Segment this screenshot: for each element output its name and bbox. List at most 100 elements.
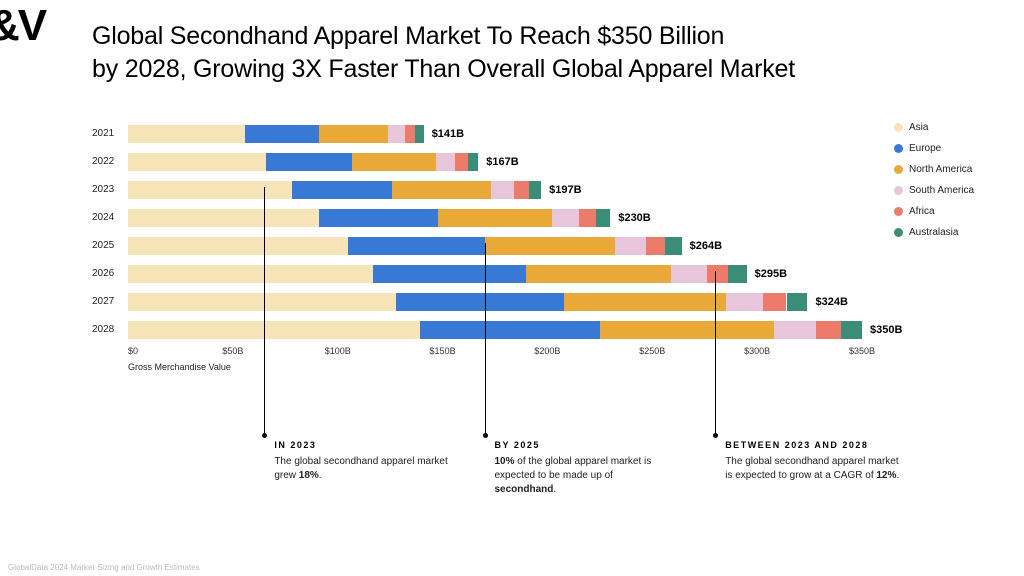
legend-label: North America — [909, 164, 972, 175]
year-label: 2023 — [92, 184, 128, 195]
bar-segment — [292, 181, 393, 199]
year-label: 2022 — [92, 156, 128, 167]
callout: BY 2025 10% of the global apparel market … — [495, 440, 675, 497]
bar-segment — [436, 153, 455, 171]
bar-segment — [615, 237, 646, 255]
bar-total-label: $197B — [541, 181, 581, 199]
bar-segment — [348, 237, 484, 255]
chart-row: 2025 $264B — [92, 234, 862, 257]
chart-row: 2026$295B — [92, 262, 862, 285]
bar-segment — [787, 293, 808, 311]
bar-segment — [726, 293, 764, 311]
legend-swatch — [894, 144, 903, 153]
bar-segment — [128, 293, 396, 311]
bar-track: $141B — [128, 125, 862, 143]
bar-total-label: $264B — [682, 237, 722, 255]
legend-item: South America — [894, 185, 1004, 196]
bar-segment — [491, 181, 514, 199]
legend-swatch — [894, 165, 903, 174]
year-label: 2024 — [92, 212, 128, 223]
bar-segment — [266, 153, 352, 171]
bar-segment — [415, 125, 423, 143]
bar-track: $264B — [128, 237, 862, 255]
legend-item: Africa — [894, 206, 1004, 217]
bar-total-label: $350B — [862, 321, 902, 339]
bar-segment — [455, 153, 468, 171]
page-title: Global Secondhand Apparel Market To Reac… — [92, 20, 795, 85]
bar-segment — [728, 265, 747, 283]
year-label: 2028 — [92, 324, 128, 335]
bar-segment — [128, 125, 245, 143]
bar-segment — [529, 181, 542, 199]
bar-segment — [405, 125, 415, 143]
legend: Asia Europe North America South America Afri… — [894, 122, 1004, 248]
callout-head: BETWEEN 2023 AND 2028 — [725, 440, 905, 450]
bar-total-label: $324B — [807, 293, 847, 311]
legend-item: Europe — [894, 143, 1004, 154]
bar-segment — [774, 321, 816, 339]
legend-label: Australasia — [909, 227, 958, 238]
callout-dot — [262, 433, 267, 438]
bar-segment — [245, 125, 318, 143]
bar-segment — [128, 321, 420, 339]
chart-row: 2023 $197B — [92, 178, 862, 201]
bar-segment — [646, 237, 665, 255]
legend-swatch — [894, 228, 903, 237]
callout-body: 10% of the global apparel market is expe… — [495, 455, 675, 497]
bar-segment — [596, 209, 611, 227]
callout-dot — [483, 433, 488, 438]
chart-row: 2022 $167B — [92, 150, 862, 173]
legend-item: Asia — [894, 122, 1004, 133]
legend-swatch — [894, 123, 903, 132]
brand-logo: &V — [0, 4, 45, 48]
bar-segment — [128, 153, 266, 171]
callout-body: The global secondhand apparel market is … — [725, 455, 905, 483]
callouts: IN 2023The global secondhand apparel mar… — [128, 345, 862, 545]
year-label: 2021 — [92, 128, 128, 139]
bar-segment — [579, 209, 596, 227]
bar-segment — [671, 265, 707, 283]
callout-line — [485, 243, 486, 435]
bar-segment — [707, 265, 728, 283]
bar-segment — [128, 237, 348, 255]
legend-swatch — [894, 207, 903, 216]
callout: IN 2023The global secondhand apparel mar… — [274, 440, 454, 483]
legend-label: Asia — [909, 122, 928, 133]
bar-segment — [319, 209, 439, 227]
bar-segment — [373, 265, 526, 283]
bar-total-label: $141B — [424, 125, 464, 143]
bar-segment — [128, 209, 319, 227]
bar-segment — [388, 125, 405, 143]
bar-segment — [468, 153, 478, 171]
bar-segment — [564, 293, 725, 311]
bar-segment — [526, 265, 671, 283]
year-label: 2025 — [92, 240, 128, 251]
bar-segment — [438, 209, 551, 227]
legend-label: Europe — [909, 143, 941, 154]
bar-segment — [392, 181, 491, 199]
title-line-2: by 2028, Growing 3X Faster Than Overall … — [92, 55, 795, 83]
title-line-1: Global Secondhand Apparel Market To Reac… — [92, 22, 724, 50]
bar-segment — [763, 293, 786, 311]
bar-track: $230B — [128, 209, 862, 227]
chart-row: 2028$350B — [92, 318, 862, 341]
callout-head: BY 2025 — [495, 440, 675, 450]
bar-total-label: $167B — [478, 153, 518, 171]
year-label: 2027 — [92, 296, 128, 307]
legend-item: North America — [894, 164, 1004, 175]
year-label: 2026 — [92, 268, 128, 279]
chart-row: 2021 $141B — [92, 122, 862, 145]
bar-track: $197B — [128, 181, 862, 199]
bar-segment — [128, 181, 292, 199]
callout-body: The global secondhand apparel market gre… — [274, 455, 454, 483]
chart-row: 2024 $230B — [92, 206, 862, 229]
bar-segment — [552, 209, 579, 227]
legend-swatch — [894, 186, 903, 195]
bar-total-label: $230B — [610, 209, 650, 227]
bar-segment — [420, 321, 600, 339]
bar-segment — [319, 125, 388, 143]
footer-source: GlobalData 2024 Market Sizing and Growth… — [8, 563, 200, 572]
bar-segment — [600, 321, 774, 339]
bar-segment — [352, 153, 436, 171]
chart-row: 2027 $324B — [92, 290, 862, 313]
